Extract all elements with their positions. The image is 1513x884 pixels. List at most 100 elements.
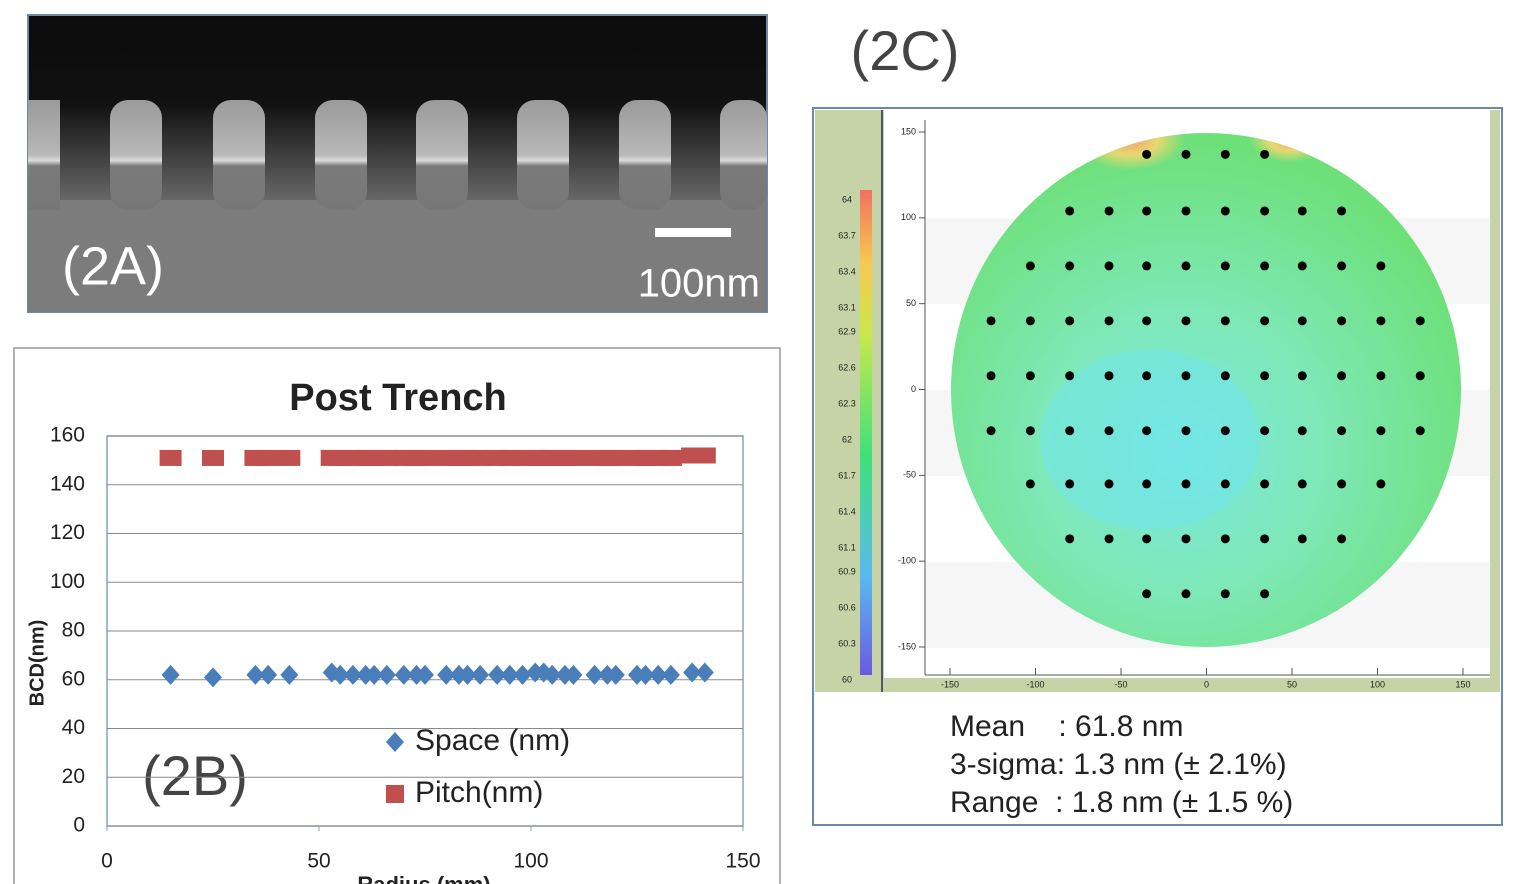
data-point — [659, 449, 682, 466]
measure-point — [1142, 261, 1152, 271]
colorbar-tick-label: 63.1 — [838, 302, 856, 312]
y-tick-label: 100 — [50, 570, 85, 593]
x-axis-label: Radius (mm) — [357, 872, 490, 884]
measure-point — [1297, 261, 1307, 271]
panel-label: (2A) — [62, 236, 164, 296]
data-point — [562, 449, 585, 466]
measure-point — [1181, 534, 1191, 544]
measure-point — [1376, 479, 1386, 489]
measure-point — [1260, 206, 1270, 216]
measure-point — [1260, 149, 1270, 159]
colorbar-tick-label: 62.6 — [838, 362, 856, 372]
measure-point — [1181, 589, 1191, 599]
measure-point — [1104, 316, 1114, 326]
measure-point — [1297, 206, 1307, 216]
data-point — [343, 664, 362, 685]
measure-point — [986, 371, 996, 381]
measure-point — [1220, 371, 1230, 381]
measure-point — [1181, 479, 1191, 489]
measure-point — [1337, 426, 1347, 436]
measure-point — [1220, 589, 1230, 599]
measure-point — [1142, 316, 1152, 326]
measure-point — [1104, 479, 1114, 489]
measure-point — [1260, 316, 1270, 326]
measure-point — [1025, 261, 1035, 271]
x-tick-label: 150 — [1455, 679, 1470, 689]
data-point — [488, 664, 507, 685]
colorbar-tick-label: 61.4 — [838, 506, 856, 516]
measure-point — [1376, 261, 1386, 271]
colorbar-tick-label: 62 — [842, 434, 852, 444]
colorbar-tick-label: 60.3 — [838, 638, 856, 648]
measure-point — [1220, 534, 1230, 544]
measure-point — [1376, 426, 1386, 436]
colorbar — [860, 190, 872, 675]
y-tick-label: 0 — [73, 814, 85, 837]
measure-point — [1142, 426, 1152, 436]
measure-point — [1104, 206, 1114, 216]
measure-point — [1181, 426, 1191, 436]
x-tick-label: 0 — [101, 850, 113, 873]
measure-point — [1260, 261, 1270, 271]
chart-frame — [13, 347, 781, 884]
measure-point — [986, 426, 996, 436]
y-tick-label: 140 — [50, 472, 85, 495]
colorbar-tick-label: 61.1 — [838, 542, 856, 552]
colorbar-tick-label: 63.4 — [838, 266, 856, 276]
measure-point — [1181, 149, 1191, 159]
measure-point — [1181, 316, 1191, 326]
data-point — [543, 664, 562, 685]
data-point — [414, 449, 436, 466]
panel-label: (2B) — [142, 744, 248, 807]
measure-point — [1181, 206, 1191, 216]
x-tick-label: 50 — [1287, 679, 1297, 689]
y-tick-label: 160 — [50, 424, 85, 447]
measure-point — [1220, 261, 1230, 271]
data-point — [246, 664, 265, 685]
measure-point — [1337, 206, 1347, 216]
data-point — [513, 664, 532, 685]
measure-point — [1065, 479, 1075, 489]
scale-bar — [655, 228, 731, 237]
measure-point — [1297, 371, 1307, 381]
colorbar-tick-label: 64 — [842, 194, 852, 204]
data-point — [204, 667, 222, 688]
x-tick-label: 100 — [513, 850, 548, 873]
x-tick-label: 0 — [1204, 679, 1209, 689]
measure-point — [1337, 534, 1347, 544]
colorbar-tick-label: 60.9 — [838, 566, 856, 576]
stats-box — [815, 694, 1500, 823]
measure-point — [1297, 534, 1307, 544]
x-tick-label: 50 — [307, 850, 330, 873]
data-point — [471, 664, 490, 685]
data-point — [394, 664, 413, 685]
legend-marker — [386, 732, 404, 752]
legend-marker — [386, 785, 404, 803]
data-point — [375, 449, 398, 466]
data-point — [365, 664, 384, 685]
measure-point — [1104, 426, 1114, 436]
measure-point — [986, 316, 996, 326]
data-point — [259, 664, 278, 685]
data-point — [202, 449, 224, 466]
measure-point — [1025, 479, 1035, 489]
measure-point — [1260, 426, 1270, 436]
data-point — [500, 664, 519, 685]
data-point — [458, 664, 477, 685]
measure-point — [1260, 589, 1270, 599]
legend-label: Pitch(nm) — [415, 776, 543, 809]
measure-point — [1065, 371, 1075, 381]
legend-label: Space (nm) — [415, 724, 570, 757]
y-tick-label: 50 — [906, 298, 916, 308]
measure-point — [1297, 479, 1307, 489]
x-tick-label: 100 — [1370, 679, 1385, 689]
data-point — [159, 449, 182, 466]
measure-point — [1142, 206, 1152, 216]
panel-label: (2C) — [851, 19, 960, 82]
y-tick-label: -100 — [898, 556, 916, 566]
measure-point — [1260, 479, 1270, 489]
measure-point — [1337, 316, 1347, 326]
stat-line: 3-sigma: 1.3 nm (± 2.1%) — [950, 748, 1287, 781]
y-tick-label: -50 — [903, 470, 916, 480]
